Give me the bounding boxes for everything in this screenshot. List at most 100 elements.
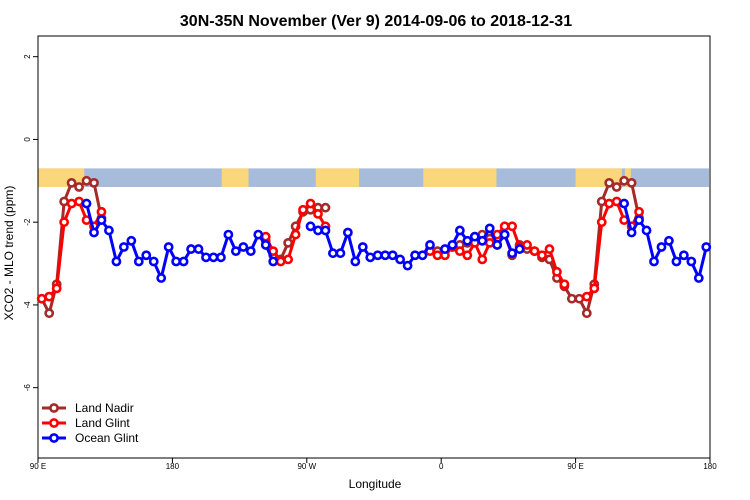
data-point: [178, 256, 189, 267]
data-point: [634, 215, 644, 226]
data-point: [372, 250, 383, 261]
data-point: [693, 273, 704, 283]
x-tick-label: 180: [703, 462, 717, 471]
data-point: [186, 244, 196, 254]
data-point: [208, 252, 219, 263]
data-point: [641, 225, 652, 236]
data-point: [44, 308, 55, 319]
data-point: [454, 246, 465, 257]
data-point: [81, 175, 92, 186]
data-point: [701, 242, 712, 252]
data-point: [328, 248, 338, 259]
data-point: [245, 246, 256, 257]
data-point: [380, 250, 391, 261]
data-point: [425, 240, 435, 250]
legend-marker: [49, 403, 59, 413]
data-point: [66, 198, 77, 209]
data-point: [484, 223, 495, 234]
data-point: [44, 291, 55, 302]
data-point: [566, 293, 577, 304]
data-point: [283, 237, 294, 248]
data-point: [320, 202, 331, 213]
data-point: [104, 225, 114, 236]
data-point: [537, 250, 547, 261]
x-tick-label: 90 W: [297, 462, 316, 471]
data-point: [589, 283, 600, 294]
y-tick-label: 0: [23, 137, 32, 142]
data-point: [611, 196, 622, 207]
data-point: [484, 237, 495, 248]
data-point: [581, 308, 592, 319]
x-tick-label: 180: [166, 462, 180, 471]
data-point: [96, 206, 107, 217]
data-point: [611, 182, 622, 192]
data-point: [574, 293, 585, 304]
data-point: [469, 231, 480, 242]
series-ocean-glint: [81, 198, 712, 283]
data-point: [514, 244, 525, 254]
data-point: [454, 225, 465, 236]
data-point: [298, 204, 308, 215]
data-point: [619, 175, 630, 186]
data-point: [686, 256, 697, 267]
data-point: [51, 283, 62, 294]
ocean-band: [39, 168, 709, 188]
data-point: [89, 177, 99, 188]
data-point: [260, 240, 271, 250]
data-point: [201, 252, 211, 263]
x-tick-label: 90 E: [567, 462, 583, 471]
legend-label: Land Glint: [75, 416, 130, 430]
data-point: [671, 256, 682, 267]
data-point: [626, 227, 637, 238]
data-point: [649, 256, 659, 267]
data-point: [529, 246, 540, 257]
legend-label: Ocean Glint: [75, 431, 139, 445]
legend-marker: [49, 433, 59, 443]
data-point: [462, 235, 473, 246]
legend-marker: [49, 418, 59, 428]
land-band: [221, 168, 249, 188]
data-point: [365, 252, 376, 263]
data-point: [447, 240, 458, 250]
data-point: [133, 256, 144, 267]
data-point: [89, 227, 99, 238]
land-band: [423, 168, 497, 188]
y-tick-label: -2: [23, 218, 32, 226]
data-point: [74, 196, 84, 207]
data-point: [275, 256, 286, 267]
data-point: [96, 215, 107, 226]
data-point: [544, 244, 555, 254]
data-point: [604, 177, 615, 188]
y-tick-label: -4: [23, 301, 32, 309]
data-point: [230, 246, 241, 257]
data-point: [313, 225, 323, 236]
data-point: [507, 221, 518, 232]
series-layer: [36, 175, 712, 319]
data-point: [402, 260, 413, 271]
plot-frame: [37, 35, 711, 459]
data-point: [410, 250, 420, 261]
data-point: [305, 198, 316, 209]
data-point: [36, 293, 47, 304]
data-point: [163, 242, 174, 252]
data-point: [507, 248, 518, 259]
y-axis-label: XCO2 - MLO trend (ppm): [2, 186, 16, 321]
data-point: [619, 198, 630, 209]
data-point: [148, 256, 159, 267]
data-point: [440, 244, 450, 254]
data-point: [126, 235, 137, 246]
data-point: [193, 244, 204, 254]
data-point: [118, 242, 129, 252]
data-point: [477, 235, 488, 246]
data-point: [387, 250, 398, 261]
data-point: [238, 242, 249, 252]
data-point: [596, 217, 607, 228]
legend-label: Land Nadir: [75, 401, 134, 415]
data-point: [499, 221, 510, 232]
data-point: [462, 250, 473, 261]
data-point: [432, 250, 443, 261]
data-point: [156, 273, 167, 283]
data-point: [492, 240, 503, 250]
data-point: [656, 242, 667, 252]
